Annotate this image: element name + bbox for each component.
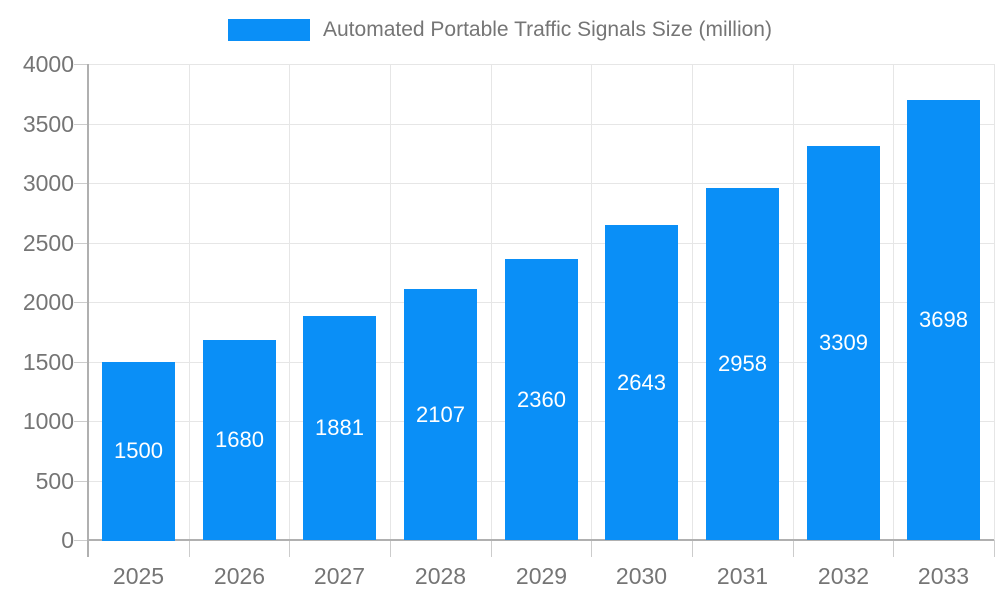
x-axis-label: 2030 [615,563,668,589]
bar[interactable] [102,362,175,541]
bar-value-label: 2360 [517,387,566,412]
bar-value-label: 2107 [416,402,465,427]
x-axis-tick [591,540,592,557]
bar[interactable] [203,340,276,540]
y-axis-tick [74,540,88,541]
bar[interactable] [807,146,880,540]
bar-value-label: 2958 [718,351,767,376]
y-axis-line [87,64,89,557]
y-axis-label: 3500 [22,111,74,137]
y-axis-label: 4000 [22,51,74,77]
y-axis-tick [74,362,88,363]
bar[interactable] [605,225,678,540]
y-axis-label: 2000 [22,289,74,315]
y-axis-tick [74,64,88,65]
x-axis-label: 2027 [313,563,366,589]
x-axis-label: 2025 [112,563,165,589]
y-axis-label: 2500 [22,230,74,256]
bar-value-label: 2643 [617,370,666,395]
y-axis-tick [74,183,88,184]
y-axis-label: 1500 [22,349,74,375]
y-axis-label: 500 [35,468,74,494]
x-gridline [893,64,894,540]
bar-value-label: 1680 [215,427,264,452]
bar[interactable] [505,259,578,540]
bar[interactable] [706,188,779,540]
x-gridline [390,64,391,540]
x-axis-label: 2028 [414,563,467,589]
y-gridline [88,124,994,125]
y-axis-tick [74,481,88,482]
bar-value-label: 3309 [819,330,868,355]
bar-value-label: 1881 [315,415,364,440]
x-axis-tick [793,540,794,557]
x-gridline [793,64,794,540]
x-gridline [289,64,290,540]
x-gridline [189,64,190,540]
y-axis-label: 0 [61,527,74,553]
y-axis-tick [74,243,88,244]
legend[interactable]: Automated Portable Traffic Signals Size … [0,14,1000,46]
bar-value-label: 3698 [919,307,968,332]
x-axis-tick [893,540,894,557]
y-axis-tick [74,124,88,125]
x-axis-tick [692,540,693,557]
x-axis-tick [289,540,290,557]
x-axis-label: 2031 [716,563,769,589]
bar[interactable] [404,289,477,540]
x-gridline [591,64,592,540]
x-axis-tick [994,540,995,557]
x-gridline [994,64,995,540]
x-axis-label: 2029 [515,563,568,589]
x-gridline [692,64,693,540]
y-axis-label: 3000 [22,170,74,196]
bar-value-label: 1500 [114,438,163,463]
x-axis-tick [189,540,190,557]
y-gridline [88,243,994,244]
y-axis-tick [74,302,88,303]
y-gridline [88,183,994,184]
x-axis-tick [491,540,492,557]
x-axis-line [87,539,994,541]
x-gridline [491,64,492,540]
legend-swatch-icon [228,19,310,41]
legend-label: Automated Portable Traffic Signals Size … [323,18,772,41]
bar[interactable] [303,316,376,540]
x-axis-tick [390,540,391,557]
y-axis-label: 1000 [22,408,74,434]
y-axis-tick [74,421,88,422]
x-axis-label: 2032 [817,563,870,589]
y-gridline [88,64,994,65]
x-axis-label: 2033 [917,563,970,589]
x-axis-label: 2026 [213,563,266,589]
bar[interactable] [907,100,980,540]
